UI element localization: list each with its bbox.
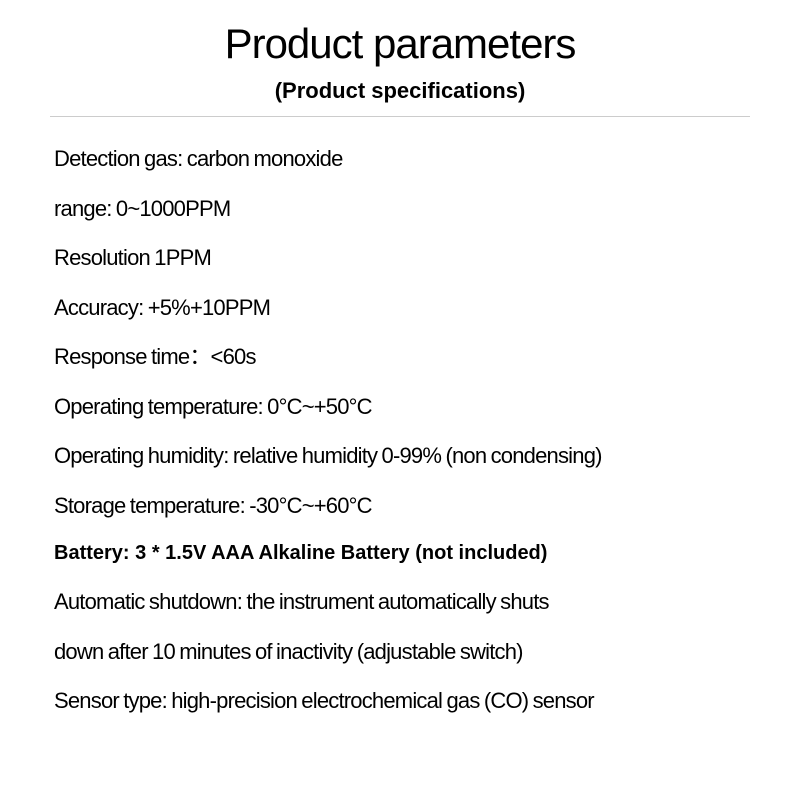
- spec-line: Detection gas: carbon monoxide: [54, 145, 750, 173]
- spec-line: Storage temperature: -30°C~+60°C: [54, 492, 750, 520]
- spec-line: Operating temperature: 0°C~+50°C: [54, 393, 750, 421]
- divider: [50, 116, 750, 117]
- page-subtitle: (Product specifications): [50, 78, 750, 104]
- spec-line: Automatic shutdown: the instrument autom…: [54, 588, 750, 616]
- spec-line: Battery: 3 * 1.5V AAA Alkaline Battery (…: [54, 541, 750, 566]
- spec-line: Operating humidity: relative humidity 0-…: [54, 442, 750, 470]
- specs-list: Detection gas: carbon monoxide range: 0~1…: [50, 145, 750, 715]
- spec-line: Resolution 1PPM: [54, 244, 750, 272]
- spec-line: Response time：<60s: [54, 343, 750, 371]
- spec-line: range: 0~1000PPM: [54, 195, 750, 223]
- spec-line: down after 10 minutes of inactivity (adj…: [54, 638, 750, 666]
- page-title: Product parameters: [50, 20, 750, 68]
- document-container: Product parameters (Product specificatio…: [0, 0, 800, 715]
- spec-line: Accuracy: +5%+10PPM: [54, 294, 750, 322]
- spec-line: Sensor type: high-precision electrochemi…: [54, 687, 750, 715]
